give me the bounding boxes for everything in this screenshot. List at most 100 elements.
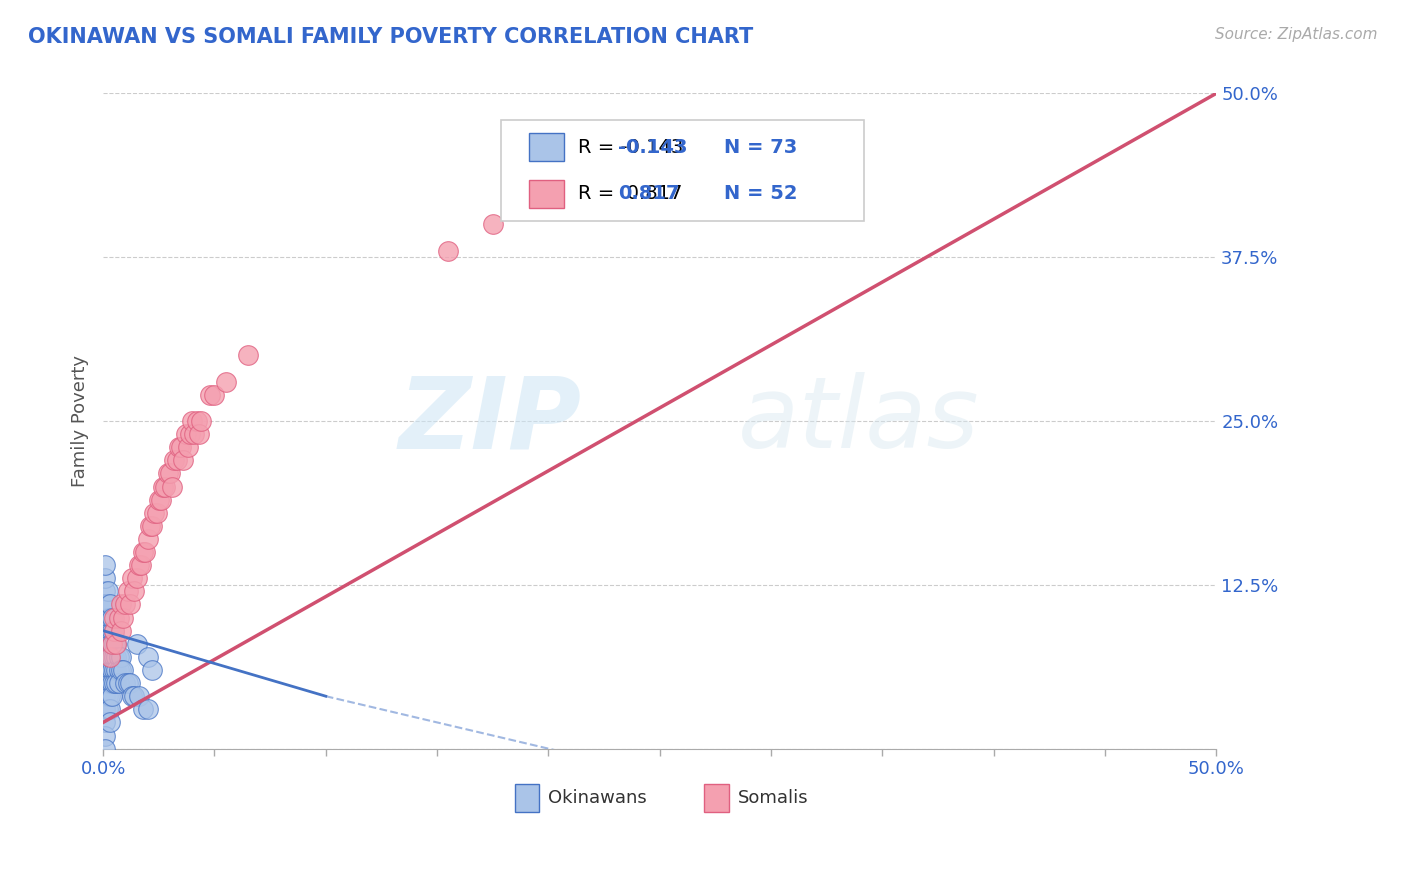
Point <box>179 427 201 442</box>
Bar <box>515 784 540 812</box>
Point <box>170 440 193 454</box>
Point <box>98 676 121 690</box>
Point <box>101 649 124 664</box>
Point <box>110 649 132 664</box>
Point <box>103 610 125 624</box>
Point <box>107 649 129 664</box>
Point <box>118 676 141 690</box>
Point <box>155 479 177 493</box>
Point <box>112 663 135 677</box>
Point <box>97 584 120 599</box>
Point <box>107 663 129 677</box>
Point <box>101 663 124 677</box>
Point <box>103 624 125 638</box>
Point <box>198 388 221 402</box>
Point <box>94 610 117 624</box>
Text: Somalis: Somalis <box>738 789 808 806</box>
Point <box>117 584 139 599</box>
Point <box>526 191 548 205</box>
Point <box>136 702 159 716</box>
Point <box>107 676 129 690</box>
Point <box>143 506 166 520</box>
Point <box>204 388 226 402</box>
Text: N = 73: N = 73 <box>724 138 797 157</box>
Point <box>145 506 167 520</box>
Text: 0.817: 0.817 <box>617 185 679 203</box>
Point <box>166 453 188 467</box>
Point <box>152 479 174 493</box>
Point <box>132 545 155 559</box>
Point <box>163 453 186 467</box>
Point <box>94 649 117 664</box>
Point <box>97 598 120 612</box>
Point <box>190 414 212 428</box>
Point <box>97 702 120 716</box>
Point <box>136 649 159 664</box>
Point <box>141 663 163 677</box>
Point <box>177 440 200 454</box>
Point <box>101 624 124 638</box>
Point <box>114 676 136 690</box>
Point <box>94 741 117 756</box>
Point <box>98 598 121 612</box>
Point <box>139 518 162 533</box>
Point <box>183 427 205 442</box>
Point <box>174 427 197 442</box>
Point <box>98 624 121 638</box>
Point <box>121 571 143 585</box>
Point <box>94 689 117 703</box>
Point <box>125 637 148 651</box>
Point <box>117 676 139 690</box>
Point <box>121 689 143 703</box>
Point <box>125 571 148 585</box>
Point <box>94 558 117 573</box>
Point <box>94 637 117 651</box>
Point <box>186 414 208 428</box>
Point <box>98 649 121 664</box>
Text: R =  0.817: R = 0.817 <box>578 185 682 203</box>
Point <box>97 637 120 651</box>
Point <box>107 610 129 624</box>
Point <box>124 689 146 703</box>
Point <box>94 584 117 599</box>
Point <box>134 545 156 559</box>
Point <box>159 467 181 481</box>
Point <box>167 440 190 454</box>
Point <box>97 676 120 690</box>
Point <box>103 637 125 651</box>
Point <box>98 715 121 730</box>
Point <box>101 637 124 651</box>
Point <box>94 624 117 638</box>
Point <box>136 532 159 546</box>
Point <box>112 610 135 624</box>
Point <box>94 663 117 677</box>
Point <box>128 558 150 573</box>
Point <box>571 165 593 179</box>
Point <box>97 649 120 664</box>
Point <box>97 624 120 638</box>
Point <box>94 649 117 664</box>
Point <box>94 702 117 716</box>
Point <box>94 598 117 612</box>
Point <box>98 649 121 664</box>
Point <box>481 218 503 232</box>
Point <box>97 663 120 677</box>
Text: OKINAWAN VS SOMALI FAMILY POVERTY CORRELATION CHART: OKINAWAN VS SOMALI FAMILY POVERTY CORREL… <box>28 27 754 46</box>
Point <box>160 479 183 493</box>
Point <box>132 702 155 716</box>
Point <box>105 637 128 651</box>
Point <box>98 610 121 624</box>
Bar <box>704 784 728 812</box>
Point <box>103 663 125 677</box>
Point <box>94 624 117 638</box>
Point <box>172 453 194 467</box>
Point <box>128 689 150 703</box>
Point <box>97 689 120 703</box>
Point <box>129 558 152 573</box>
Point <box>98 663 121 677</box>
Point <box>118 598 141 612</box>
Point <box>101 689 124 703</box>
Point <box>110 598 132 612</box>
Point <box>94 598 117 612</box>
Point <box>101 676 124 690</box>
